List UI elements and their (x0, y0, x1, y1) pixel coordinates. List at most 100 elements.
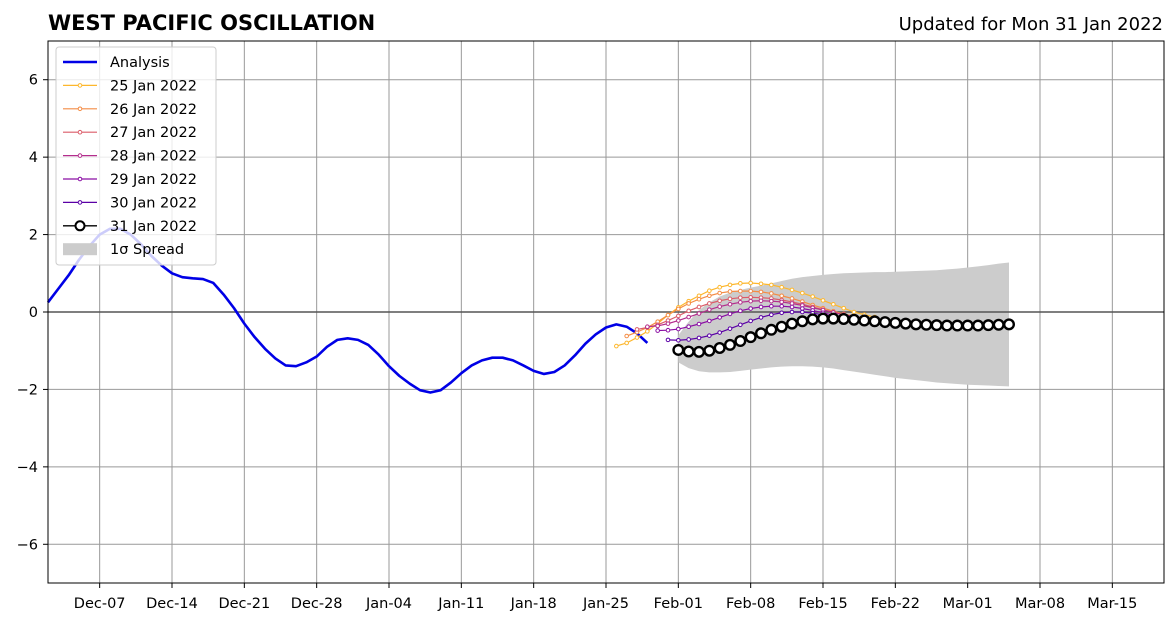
forecast-point (707, 293, 712, 299)
legend-label: 1σ Spread (110, 242, 184, 258)
x-tick-label: Feb-01 (654, 596, 703, 612)
latest-point (724, 338, 737, 351)
latest-point (734, 335, 747, 348)
forecast-point (738, 322, 743, 328)
legend-label: Analysis (110, 55, 170, 71)
legend-marker (77, 153, 83, 158)
latest-point (713, 342, 726, 355)
forecast-point (758, 281, 764, 287)
forecast-point (717, 284, 722, 290)
latest-point (992, 318, 1005, 331)
forecast-point (707, 318, 712, 324)
latest-point (889, 316, 902, 329)
legend-label: 31 Jan 2022 (110, 219, 197, 235)
forecast-point (727, 326, 733, 331)
latest-point (682, 345, 695, 358)
y-tick-label: 6 (29, 73, 38, 89)
legend-entry-4: 28 Jan 2022 (63, 149, 197, 165)
legend-marker (77, 83, 83, 88)
forecast-point (779, 310, 784, 316)
forecast-point (707, 307, 712, 312)
y-tick-label: 4 (29, 150, 38, 166)
forecast-point (738, 281, 743, 286)
x-tick-label: Feb-08 (726, 596, 775, 612)
forecast-point (676, 318, 681, 323)
forecast-point (727, 296, 733, 302)
x-tick-label: Mar-08 (1015, 596, 1065, 612)
legend-entry-2: 26 Jan 2022 (63, 102, 197, 118)
forecast-point (727, 301, 733, 307)
legend-marker (74, 220, 86, 232)
forecast-point (717, 298, 722, 304)
latest-point (775, 320, 788, 333)
legend-entry-6: 30 Jan 2022 (63, 195, 197, 211)
forecast-point (624, 333, 629, 339)
forecast-point (789, 309, 795, 315)
forecast-point (686, 314, 691, 320)
latest-point (858, 314, 871, 327)
x-axis-ticks: Dec-07 Dec-14 Dec-21 Dec-28 Jan-04 Jan-11 Jan-… (74, 583, 1137, 612)
forecast-point (676, 326, 681, 332)
legend-label: 27 Jan 2022 (110, 125, 197, 141)
legend-label: 29 Jan 2022 (110, 172, 197, 188)
forecast-point (696, 304, 702, 310)
forecast-point (820, 298, 826, 303)
legend-label: 25 Jan 2022 (110, 78, 197, 94)
legend-box (55, 46, 217, 266)
forecast-point (645, 329, 650, 334)
forecast-point (686, 337, 691, 342)
forecast-point (707, 288, 712, 294)
forecast-point (614, 343, 619, 349)
latest-point (672, 343, 685, 356)
forecast-point (665, 321, 671, 326)
forecast-point (769, 303, 774, 309)
forecast-point (665, 337, 671, 343)
x-tick-label: Mar-15 (1087, 596, 1137, 612)
forecast-point (738, 308, 743, 314)
x-tick-label: Mar-01 (943, 596, 993, 612)
forecast-point (748, 318, 753, 324)
latest-point (910, 318, 923, 331)
latest-point (868, 315, 881, 328)
latest-point (827, 312, 840, 325)
forecast-point (800, 309, 805, 315)
forecast-point (748, 298, 753, 304)
forecast-point (717, 330, 722, 335)
forecast-point (624, 340, 629, 346)
y-axis-ticks: −6 −4 −2 0 2 4 6 (17, 73, 48, 553)
forecast-point (758, 315, 764, 320)
latest-point (744, 331, 757, 344)
forecast-point (769, 291, 774, 296)
forecast-point (645, 324, 650, 330)
forecast-point (789, 304, 795, 310)
latest-point (899, 317, 912, 330)
forecast-point (634, 335, 640, 340)
forecast-point (738, 288, 743, 294)
forecast-point (634, 327, 640, 332)
forecast-point (676, 337, 681, 343)
forecast-point (717, 304, 722, 309)
forecast-point (779, 299, 784, 305)
forecast-point (665, 312, 671, 318)
latest-point (972, 319, 985, 332)
forecast-point (779, 303, 784, 309)
forecast-point (696, 296, 702, 302)
chart-subtitle: Updated for Mon 31 Jan 2022 (899, 14, 1163, 35)
forecast-point (748, 280, 753, 286)
legend-entry-8: 1σ Spread (63, 242, 184, 258)
legend-entry-5: 29 Jan 2022 (63, 172, 197, 188)
forecast-point (696, 321, 702, 327)
legend-label: 26 Jan 2022 (110, 102, 197, 118)
latest-series (672, 312, 1016, 358)
forecast-point (769, 282, 774, 288)
x-tick-label: Dec-14 (146, 596, 198, 612)
forecast-point (738, 300, 743, 305)
forecast-point (779, 284, 784, 290)
legend-marker (77, 129, 83, 135)
latest-point (951, 319, 964, 332)
x-tick-label: Jan-04 (365, 596, 412, 612)
x-tick-label: Jan-25 (582, 596, 629, 612)
x-tick-label: Jan-11 (437, 596, 484, 612)
latest-point (879, 316, 892, 329)
